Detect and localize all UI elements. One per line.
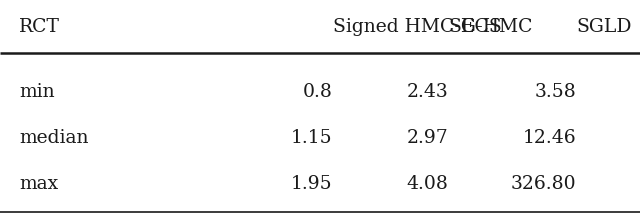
Text: SGLD: SGLD	[576, 18, 632, 35]
Text: 12.46: 12.46	[522, 129, 576, 147]
Text: 3.58: 3.58	[534, 83, 576, 101]
Text: 0.8: 0.8	[303, 83, 333, 101]
Text: 2.97: 2.97	[406, 129, 448, 147]
Text: RCT: RCT	[19, 18, 60, 35]
Text: 1.15: 1.15	[291, 129, 333, 147]
Text: min: min	[19, 83, 55, 101]
Text: 4.08: 4.08	[406, 175, 448, 193]
Text: SG-HMC: SG-HMC	[448, 18, 532, 35]
Text: 326.80: 326.80	[510, 175, 576, 193]
Text: Signed HMC-ECS: Signed HMC-ECS	[333, 18, 502, 35]
Text: 1.95: 1.95	[291, 175, 333, 193]
Text: median: median	[19, 129, 89, 147]
Text: 2.43: 2.43	[406, 83, 448, 101]
Text: max: max	[19, 175, 58, 193]
